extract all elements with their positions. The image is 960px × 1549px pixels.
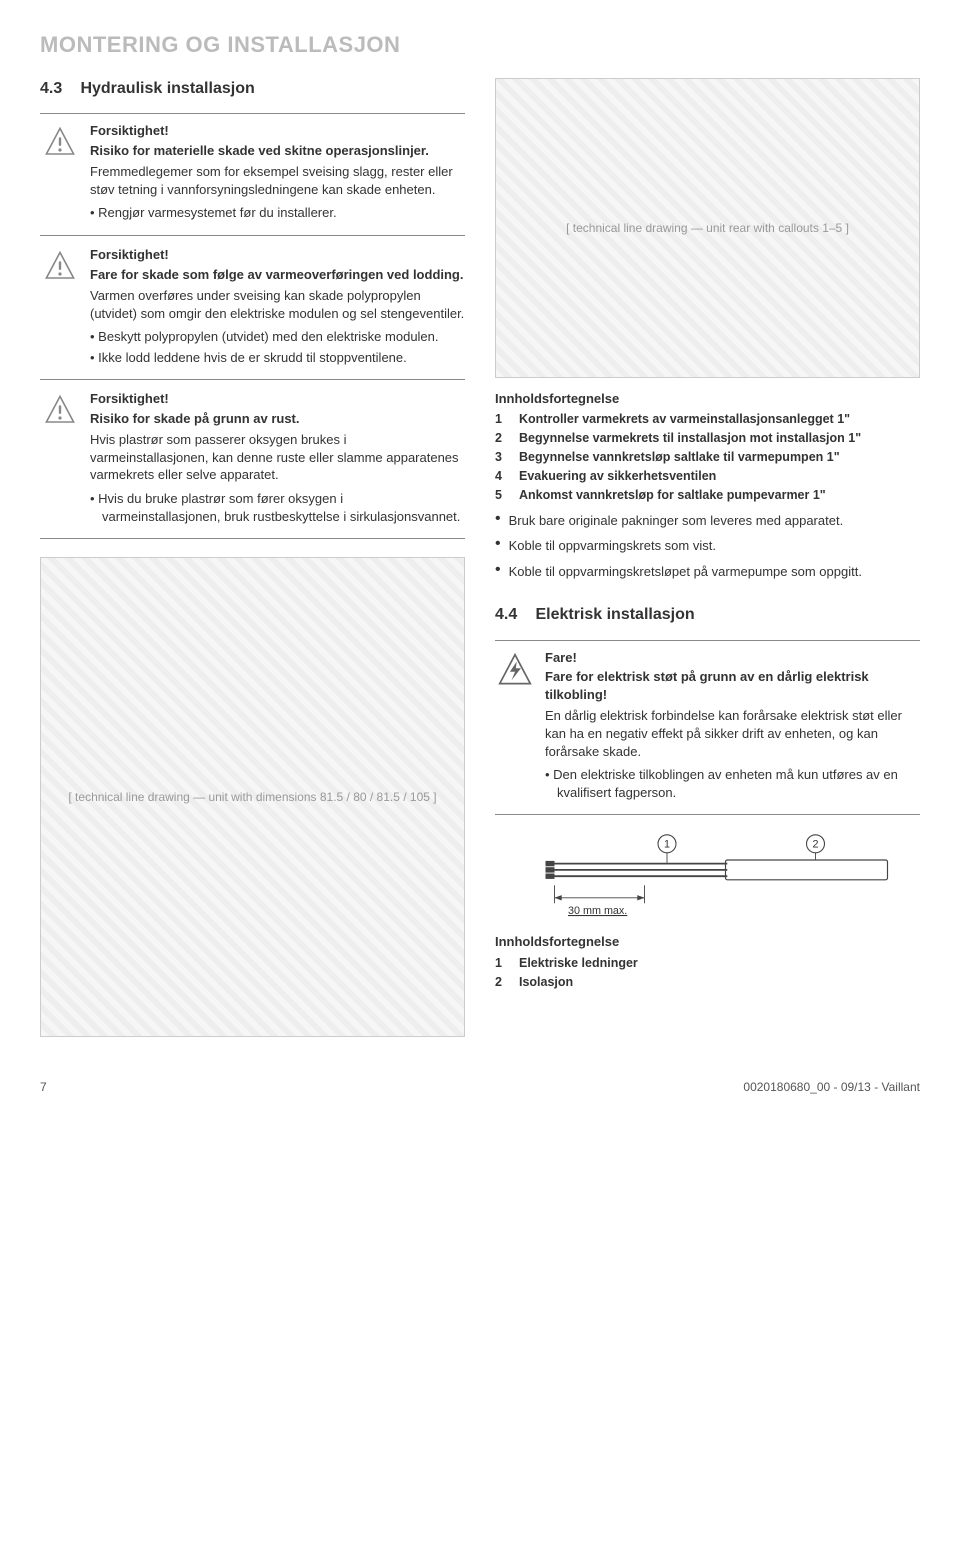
caution-text: Forsiktighet! Risiko for materielle skad…	[90, 122, 465, 225]
page-footer: 7 0020180680_00 - 09/13 - Vaillant	[40, 1079, 920, 1095]
caution-bullet: Ikke lodd leddene hvis de er skrudd til …	[90, 349, 465, 367]
section-4-4-heading: 4.4 Elektrisk installasjon	[495, 604, 920, 626]
toc-text: Kontroller varmekrets av varmeinstallasj…	[519, 411, 920, 428]
bullet-dot: •	[495, 537, 501, 555]
warning-icon	[44, 126, 76, 158]
caution-title: Forsiktighet!	[90, 246, 465, 264]
toc-num: 1	[495, 411, 509, 428]
wire-dimension: 30 mm max.	[568, 905, 627, 917]
left-column: 4.3 Hydraulisk installasjon Forsiktighet…	[40, 78, 465, 1049]
toc-title: Innholdsfortegnelse	[495, 390, 920, 408]
bullet-text: Bruk bare originale pakninger som levere…	[509, 512, 920, 530]
caution-subtitle: Fare for skade som følge av varmeoverfør…	[90, 266, 465, 284]
bullet-text: Koble til oppvarmingskrets som vist.	[509, 537, 920, 555]
page-number: 7	[40, 1079, 47, 1095]
callout-2-label: 2	[813, 839, 819, 851]
toc-line: 1 Kontroller varmekrets av varmeinstallas…	[495, 411, 920, 428]
bullet-dot: •	[495, 563, 501, 581]
warning-icon	[44, 250, 76, 282]
caution-text: Forsiktighet! Fare for skade som følge a…	[90, 246, 465, 369]
caution-icon-box	[40, 246, 80, 369]
instruction-bullet: • Bruk bare originale pakninger som lever…	[495, 512, 920, 530]
toc-text: Begynnelse vannkretsløp saltlake til var…	[519, 449, 920, 466]
caution-body: Varmen overføres under sveising kan skad…	[90, 287, 465, 322]
section-number: 4.3	[40, 78, 76, 100]
danger-subtitle: Fare for elektrisk støt på grunn av en d…	[545, 668, 920, 703]
section-number: 4.4	[495, 604, 531, 626]
caution-icon-box	[40, 390, 80, 528]
page-header: MONTERING OG INSTALLASJON	[40, 30, 920, 60]
toc-num: 5	[495, 487, 509, 504]
toc-num: 3	[495, 449, 509, 466]
toc-text: Begynnelse varmekrets til installasjon m…	[519, 430, 920, 447]
bullet-dot: •	[495, 512, 501, 530]
caution-block-1: Forsiktighet! Risiko for materielle skad…	[40, 113, 465, 236]
danger-body: En dårlig elektrisk forbindelse kan forå…	[545, 707, 920, 760]
toc-line: 3 Begynnelse vannkretsløp saltlake til va…	[495, 449, 920, 466]
warning-icon	[44, 394, 76, 426]
caution-title: Forsiktighet!	[90, 390, 465, 408]
figure-unit-dimensions: [ technical line drawing — unit with dim…	[40, 557, 465, 1037]
right-column: [ technical line drawing — unit rear wit…	[495, 78, 920, 1049]
danger-bullet: Den elektriske tilkoblingen av enheten m…	[545, 766, 920, 801]
wire-diagram: 1 2 30 mm max.	[495, 833, 920, 923]
doc-code: 0020180680_00 - 09/13 - Vaillant	[743, 1079, 920, 1095]
caution-icon-box	[40, 122, 80, 225]
toc-title: Innholdsfortegnelse	[495, 933, 920, 951]
caution-bullet: Rengjør varmesystemet før du installerer…	[90, 204, 465, 222]
instruction-bullet: • Koble til oppvarmingskrets som vist.	[495, 537, 920, 555]
danger-text: Fare! Fare for elektrisk støt på grunn a…	[545, 649, 920, 804]
toc-line: 4 Evakuering av sikkerhetsventilen	[495, 468, 920, 485]
caution-block-2: Forsiktighet! Fare for skade som følge a…	[40, 238, 465, 380]
section-4-3-heading: 4.3 Hydraulisk installasjon	[40, 78, 465, 100]
caution-subtitle: Risiko for skade på grunn av rust.	[90, 410, 465, 428]
danger-icon-box	[495, 649, 535, 804]
caution-bullet: Beskytt polypropylen (utvidet) med den e…	[90, 328, 465, 346]
section-title: Elektrisk installasjon	[535, 606, 694, 623]
bullet-text: Koble til oppvarmingskretsløpet på varme…	[509, 563, 920, 581]
toc-text: Isolasjon	[519, 974, 920, 991]
section-title: Hydraulisk installasjon	[80, 80, 254, 97]
toc-line: 1 Elektriske ledninger	[495, 955, 920, 972]
caution-bullet: Hvis du bruke plastrør som fører oksygen…	[90, 490, 465, 525]
electrical-hazard-icon	[498, 653, 532, 687]
toc-num: 2	[495, 430, 509, 447]
toc-line: 2 Isolasjon	[495, 974, 920, 991]
toc-text: Ankomst vannkretsløp for saltlake pumpev…	[519, 487, 920, 504]
toc-text: Evakuering av sikkerhetsventilen	[519, 468, 920, 485]
caution-subtitle: Risiko for materielle skade ved skitne o…	[90, 142, 465, 160]
caution-body: Fremmedlegemer som for eksempel sveising…	[90, 163, 465, 198]
toc-line: 2 Begynnelse varmekrets til installasjon …	[495, 430, 920, 447]
toc-text: Elektriske ledninger	[519, 955, 920, 972]
toc-num: 1	[495, 955, 509, 972]
toc-num: 2	[495, 974, 509, 991]
danger-block: Fare! Fare for elektrisk støt på grunn a…	[495, 640, 920, 815]
caution-title: Forsiktighet!	[90, 122, 465, 140]
caution-body: Hvis plastrør som passerer oksygen bruke…	[90, 431, 465, 484]
caution-block-3: Forsiktighet! Risiko for skade på grunn …	[40, 382, 465, 539]
danger-title: Fare!	[545, 649, 920, 667]
toc-line: 5 Ankomst vannkretsløp for saltlake pumpe…	[495, 487, 920, 504]
instruction-bullet: • Koble til oppvarmingskretsløpet på varm…	[495, 563, 920, 581]
caution-text: Forsiktighet! Risiko for skade på grunn …	[90, 390, 465, 528]
two-column-layout: 4.3 Hydraulisk installasjon Forsiktighet…	[40, 78, 920, 1049]
figure-unit-rear: [ technical line drawing — unit rear wit…	[495, 78, 920, 378]
toc-num: 4	[495, 468, 509, 485]
callout-1-label: 1	[664, 839, 670, 851]
